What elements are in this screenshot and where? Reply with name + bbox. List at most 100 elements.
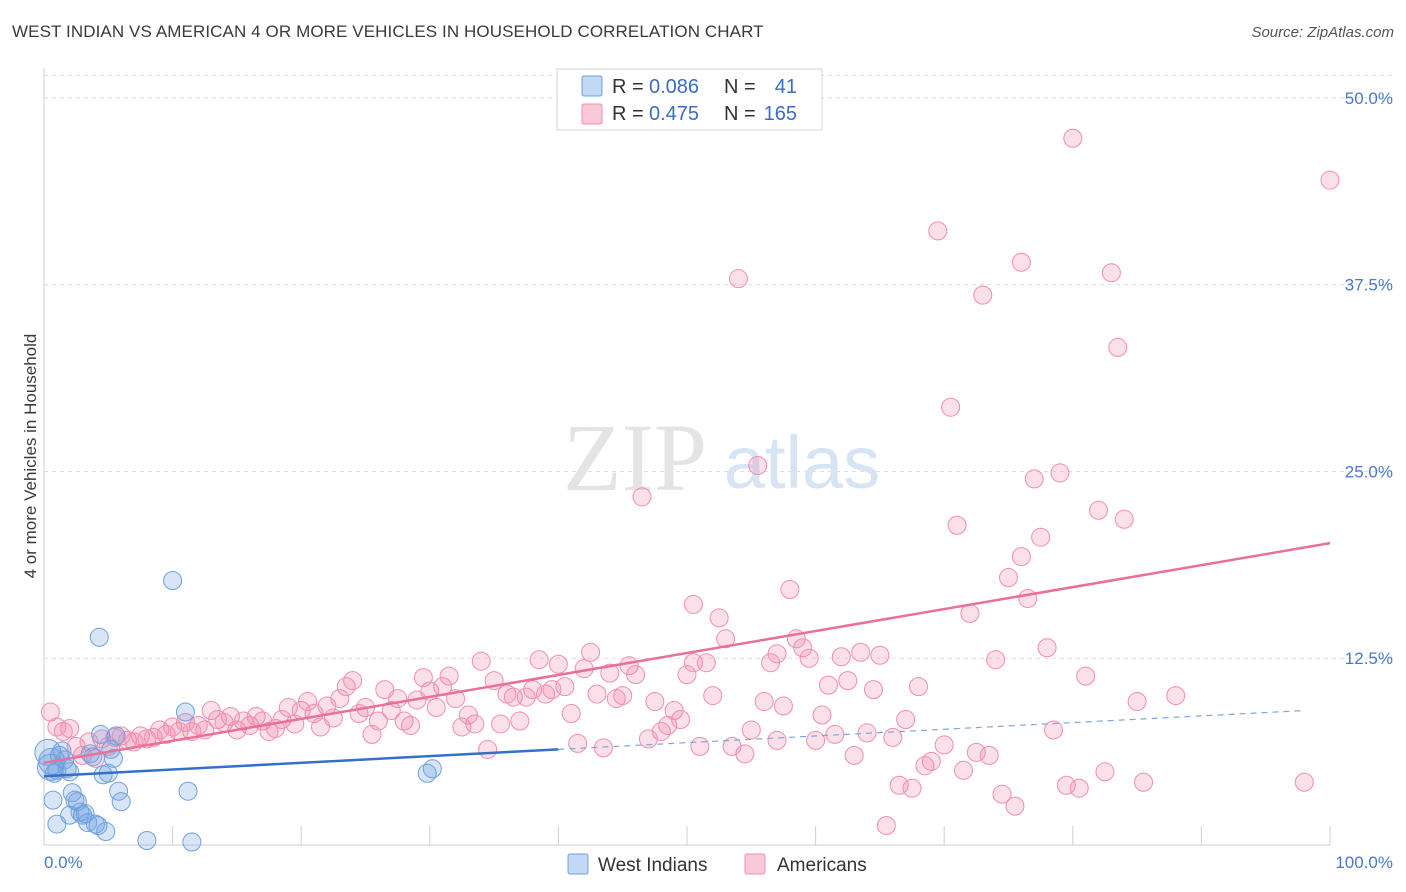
americans-point: [1101, 263, 1121, 283]
west-indians-point: [106, 726, 126, 746]
americans-point: [548, 654, 568, 674]
legend-n-value-0: 41: [775, 76, 797, 98]
americans-point: [671, 709, 691, 729]
americans-point: [928, 221, 948, 241]
americans-point: [966, 742, 986, 762]
americans-point: [555, 677, 575, 697]
americans-point: [773, 696, 793, 716]
americans-point: [999, 568, 1018, 588]
americans-point: [471, 651, 491, 671]
bottom-legend-americans: Americans: [777, 855, 867, 876]
west-indians-point: [175, 702, 195, 722]
americans-point: [941, 397, 961, 417]
west-indians-point: [44, 763, 64, 783]
x-tick-label-0: 0.0%: [44, 853, 83, 872]
americans-point: [510, 711, 530, 731]
y-axis-title: 4 or more Vehicles in Household: [21, 334, 40, 579]
americans-point: [581, 642, 601, 662]
americans-point: [735, 744, 755, 764]
bottom-legend-swatch-west-indians: [567, 853, 589, 875]
americans-point: [478, 739, 498, 759]
americans-point: [677, 665, 697, 685]
americans-point: [683, 594, 703, 614]
y-tick-label: 12.5%: [1345, 649, 1393, 668]
americans-point: [915, 756, 935, 776]
americans-point: [1037, 638, 1057, 658]
americans-point: [896, 709, 916, 729]
americans-point: [780, 579, 800, 599]
americans-point: [368, 711, 388, 731]
americans-point: [401, 715, 421, 735]
legend-n-label-0: N =: [724, 76, 756, 98]
americans-point: [1076, 666, 1096, 686]
americans-point: [1050, 463, 1070, 483]
grid: [44, 74, 1392, 659]
y-tick-label: 50.0%: [1345, 89, 1393, 108]
americans-point: [1095, 762, 1115, 782]
americans-point: [60, 718, 80, 738]
legend-swatch-americans: [581, 103, 603, 125]
americans-point: [709, 608, 729, 628]
x-ticks: [172, 826, 1331, 845]
americans-point: [806, 730, 826, 750]
americans-point: [953, 760, 973, 780]
americans-point: [1127, 692, 1147, 712]
watermark-atlas: atlas: [724, 421, 880, 504]
americans-point: [1063, 128, 1083, 148]
americans-point: [568, 733, 588, 753]
americans-point: [908, 677, 928, 697]
legend-r-label-0: R =: [612, 76, 644, 98]
americans-point: [973, 285, 993, 305]
west-indians-point: [62, 783, 82, 803]
y-tick-labels: 12.5% 25.0% 37.5% 50.0%: [1345, 89, 1393, 668]
americans-point: [986, 650, 1006, 670]
americans-point: [1069, 778, 1089, 798]
americans-point: [105, 727, 125, 747]
americans-point: [754, 692, 774, 712]
americans-point: [1005, 796, 1025, 816]
americans-point: [156, 724, 176, 744]
americans-point: [1294, 772, 1314, 792]
americans-point: [143, 727, 163, 747]
americans-point: [587, 684, 607, 704]
americans-point: [728, 269, 748, 289]
bottom-legend: West Indians Americans: [567, 853, 867, 876]
americans-point: [818, 675, 838, 695]
west-indians-trend-line: [43, 748, 559, 778]
watermark-zip: ZIP: [563, 404, 707, 511]
west-indians-point: [422, 759, 442, 779]
west-indians-point: [178, 781, 198, 801]
source-label: Source: ZipAtlas.com: [1251, 24, 1394, 41]
americans-point: [465, 714, 485, 734]
americans-point: [851, 642, 871, 662]
americans-point: [1044, 720, 1064, 740]
americans-point: [1134, 772, 1154, 792]
americans-point: [992, 784, 1012, 804]
americans-point: [876, 816, 896, 836]
americans-point: [1031, 527, 1051, 547]
americans-point: [516, 687, 536, 707]
americans-point: [1108, 337, 1128, 357]
americans-point: [343, 671, 363, 691]
americans-point: [426, 698, 446, 718]
bottom-legend-swatch-americans: [744, 853, 766, 875]
americans-point: [1018, 588, 1038, 608]
americans-point: [600, 663, 620, 683]
americans-point: [748, 455, 768, 475]
west-indians-point: [83, 747, 103, 767]
americans-point: [1056, 775, 1076, 795]
west-indians-point: [88, 816, 108, 836]
americans-point: [960, 603, 980, 623]
americans-point: [529, 650, 549, 670]
americans-point: [439, 666, 459, 686]
americans-point: [542, 680, 562, 700]
legend-r-label-1: R =: [612, 103, 644, 125]
americans-point: [626, 665, 646, 685]
americans-point: [863, 680, 883, 700]
americans-point: [696, 653, 716, 673]
americans-point: [1089, 500, 1109, 520]
americans-point: [844, 745, 864, 765]
americans-point: [831, 647, 851, 667]
americans-point: [561, 704, 581, 724]
